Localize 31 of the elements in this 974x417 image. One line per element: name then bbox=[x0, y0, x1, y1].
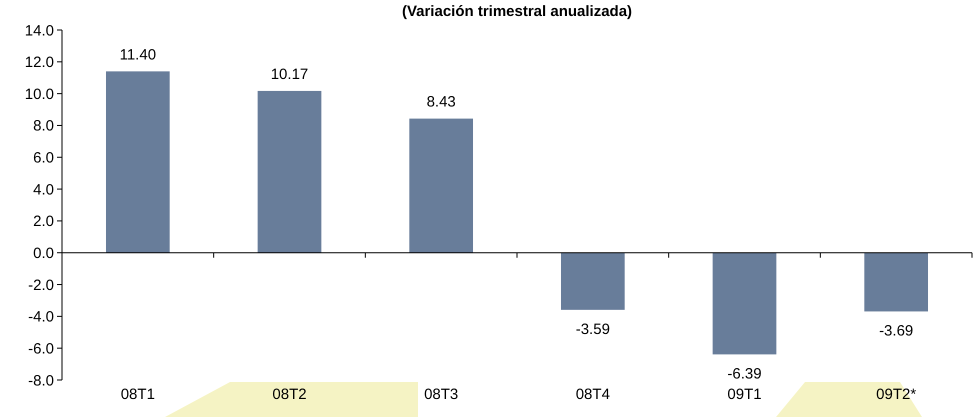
data-label: -6.39 bbox=[727, 365, 762, 382]
bar bbox=[864, 252, 928, 312]
y-tick-label: 0.0 bbox=[33, 244, 54, 262]
y-tick-label: -4.0 bbox=[28, 308, 54, 326]
y-tick-label: 14.0 bbox=[24, 22, 54, 40]
data-label: -3.59 bbox=[576, 320, 610, 338]
y-tick-label: 12.0 bbox=[24, 54, 54, 72]
x-tick-label: 08T2 bbox=[272, 386, 307, 403]
x-tick-label: 09T1 bbox=[727, 386, 762, 403]
bar bbox=[560, 252, 625, 310]
x-tick-label: 09T2* bbox=[876, 386, 916, 403]
y-tick-label: -8.0 bbox=[28, 372, 54, 390]
bar bbox=[258, 90, 322, 253]
x-tick-label: 08T1 bbox=[120, 386, 155, 403]
y-tick-label: -6.0 bbox=[28, 340, 54, 358]
chart-subtitle: (Variación trimestral anualizada) bbox=[402, 3, 632, 20]
data-label: 10.17 bbox=[270, 66, 308, 83]
data-label: 8.43 bbox=[426, 94, 456, 111]
bar bbox=[409, 118, 474, 253]
bar bbox=[712, 252, 776, 354]
y-tick-label: 8.0 bbox=[33, 118, 54, 135]
bar bbox=[106, 71, 170, 253]
y-tick-label: 4.0 bbox=[33, 181, 54, 198]
y-tick-label: 6.0 bbox=[33, 150, 54, 167]
y-tick-label: -2.0 bbox=[28, 276, 54, 294]
y-tick-label: 2.0 bbox=[33, 213, 54, 230]
data-label: -3.69 bbox=[879, 322, 914, 340]
x-tick-label: 08T3 bbox=[424, 386, 458, 403]
y-tick-label: 10.0 bbox=[24, 86, 54, 103]
data-label: 11.40 bbox=[120, 46, 156, 64]
x-tick-label: 08T4 bbox=[576, 386, 610, 403]
